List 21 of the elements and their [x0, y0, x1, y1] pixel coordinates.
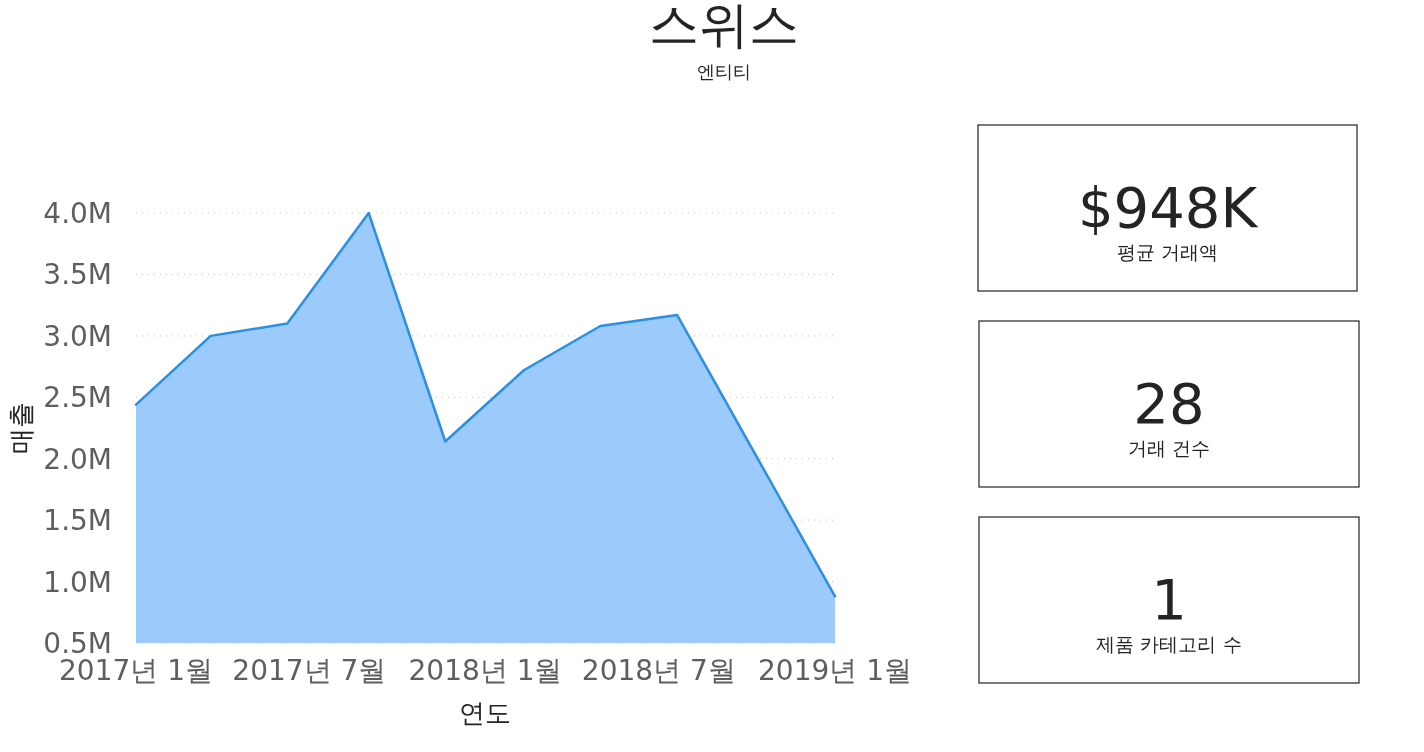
text: 평균 거래액	[1116, 241, 1219, 263]
x-tick-label: 2017년 7월	[232, 654, 387, 687]
y-tick-label: 3.0M	[43, 319, 112, 353]
y-axis-title: 매출	[6, 402, 36, 454]
x-axis-title: 연도	[459, 698, 511, 728]
x-tick-label: 2018년 1월	[408, 654, 563, 687]
text: $948K	[1077, 175, 1259, 240]
x-tick-label: 2019년 1월	[758, 654, 912, 687]
text: 28	[1133, 371, 1205, 436]
y-tick-label: 1.0M	[43, 565, 112, 599]
y-tick-label: 2.0M	[43, 442, 112, 476]
y-tick-label: 1.5M	[43, 504, 112, 538]
y-tick-label: 3.5M	[43, 258, 112, 292]
text: 거래 건수	[1127, 437, 1211, 459]
text: 제품 카테고리 수	[1096, 633, 1242, 655]
x-tick-label: 2018년 7월	[581, 654, 736, 687]
chart-title: 스위스	[649, 0, 799, 54]
text: 1	[1151, 567, 1187, 632]
chart-subtitle: 엔티티	[697, 61, 751, 82]
y-tick-label: 2.5M	[43, 381, 112, 415]
y-tick-label: 4.0M	[43, 197, 112, 230]
